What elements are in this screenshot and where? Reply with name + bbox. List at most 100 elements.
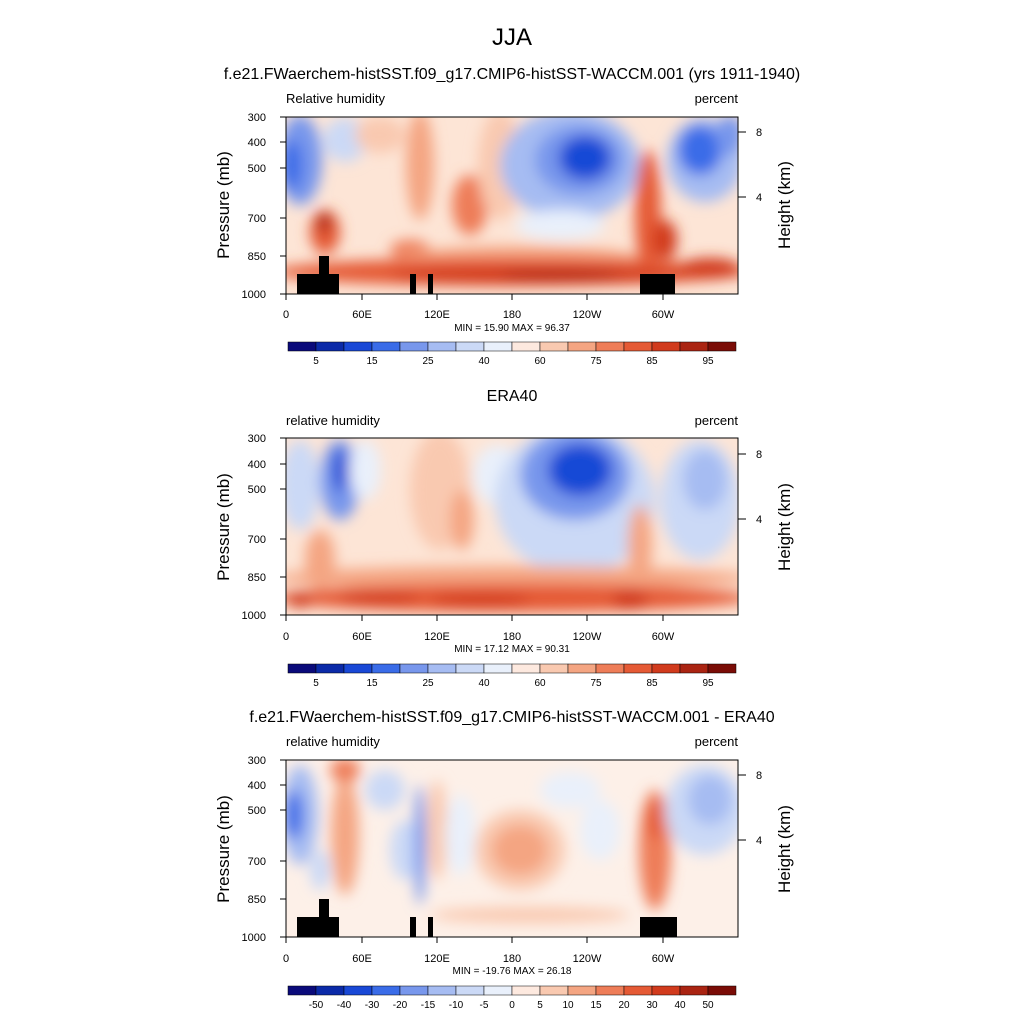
colorbar-box <box>343 663 373 674</box>
colorbar-box <box>567 341 597 352</box>
colorbar-box <box>427 663 457 674</box>
colorbar-label: 25 <box>422 678 434 689</box>
panel-2-contour-field <box>286 438 738 615</box>
panel-1-xtick-120w: 120W <box>573 309 602 321</box>
colorbar-box <box>679 985 709 996</box>
panel-1-contour-field <box>286 117 738 294</box>
colorbar-box <box>567 663 597 674</box>
panel-1-ytick-850: 850 <box>248 251 266 263</box>
figure-title: JJA <box>492 24 532 51</box>
colorbar-box <box>511 341 541 352</box>
panel-3-xtick-120e: 120E <box>424 953 450 965</box>
panel-1-xtick-180: 180 <box>503 309 521 321</box>
colorbar-label: 40 <box>674 1000 686 1011</box>
colorbar-label: 75 <box>590 356 602 367</box>
colorbar-box <box>287 663 317 674</box>
panel-1-left-axis <box>280 116 286 295</box>
colorbar-label: 20 <box>618 1000 630 1011</box>
colorbar-label: 75 <box>590 678 602 689</box>
panel-3-variable-label: relative humidity <box>286 734 380 749</box>
panel-2-bottom-axis <box>285 615 664 621</box>
colorbar-label: 95 <box>702 356 714 367</box>
panel-3-ytick-500: 500 <box>248 805 266 817</box>
panel-1-terrain-mask <box>297 256 675 294</box>
colorbar-box <box>399 985 429 996</box>
colorbar-label: 15 <box>366 678 378 689</box>
colorbar-box <box>315 341 345 352</box>
panel-2-ylabel-right: Height (km) <box>775 483 794 571</box>
panel-2-ytick-850: 850 <box>248 572 266 584</box>
panel-2-ytick-700: 700 <box>248 534 266 546</box>
panel-1-units-label: percent <box>695 91 739 106</box>
panel-2-height-tick-8: 8 <box>756 449 762 461</box>
panel-1-title: f.e21.FWaerchem-histSST.f09_g17.CMIP6-hi… <box>224 66 801 83</box>
colorbar-box <box>427 341 457 352</box>
colorbar-label: 40 <box>478 678 490 689</box>
colorbar-box <box>651 341 681 352</box>
panel-3: f.e21.FWaerchem-histSST.f09_g17.CMIP6-hi… <box>214 709 794 1011</box>
colorbar-box <box>511 985 541 996</box>
panel-3-ytick-700: 700 <box>248 856 266 868</box>
colorbar-box <box>539 663 569 674</box>
panel-3-xtick-180: 180 <box>503 953 521 965</box>
colorbar-box <box>707 341 737 352</box>
panel-3-height-tick-8: 8 <box>756 770 762 782</box>
colorbar-label: 60 <box>534 356 546 367</box>
panel-3-min-max: MIN = -19.76 MAX = 26.18 <box>453 966 572 977</box>
colorbar-label: 10 <box>562 1000 574 1011</box>
panel-2-ylabel: Pressure (mb) <box>214 473 233 581</box>
panel-1-ylabel-right: Height (km) <box>775 161 794 249</box>
colorbar-box <box>371 985 401 996</box>
panel-1-variable-label: Relative humidity <box>286 91 385 106</box>
panel-3-ytick-400: 400 <box>248 780 266 792</box>
panel-2-xtick-0: 0 <box>283 631 289 643</box>
panel-2: ERA40 relative humidity percent <box>214 388 794 689</box>
panel-1-ytick-400: 400 <box>248 137 266 149</box>
panel-2-title: ERA40 <box>487 388 538 405</box>
colorbar-box <box>623 985 653 996</box>
colorbar-box <box>343 985 373 996</box>
panel-3-xtick-60w: 60W <box>652 953 675 965</box>
panel-2-ytick-300: 300 <box>248 433 266 445</box>
colorbar-box <box>595 985 625 996</box>
colorbar-label: -30 <box>365 1000 380 1011</box>
colorbar-box <box>651 985 681 996</box>
panel-1-ytick-500: 500 <box>248 163 266 175</box>
panel-3-ylabel-right: Height (km) <box>775 805 794 893</box>
colorbar-label: -20 <box>393 1000 408 1011</box>
colorbar-box <box>315 985 345 996</box>
colorbar-box <box>595 341 625 352</box>
colorbar-label: 25 <box>422 356 434 367</box>
panel-3-ytick-850: 850 <box>248 894 266 906</box>
colorbar-box <box>679 663 709 674</box>
colorbar-label: -5 <box>480 1000 489 1011</box>
colorbar-label: 85 <box>646 678 658 689</box>
colorbar-box <box>539 985 569 996</box>
colorbar-box <box>679 341 709 352</box>
panel-1-xtick-60w: 60W <box>652 309 675 321</box>
colorbar-label: 15 <box>590 1000 602 1011</box>
colorbar-box <box>483 341 513 352</box>
panel-3-title: f.e21.FWaerchem-histSST.f09_g17.CMIP6-hi… <box>249 709 774 726</box>
colorbar-box <box>455 341 485 352</box>
colorbar-box <box>427 985 457 996</box>
colorbar-label: 0 <box>509 1000 515 1011</box>
panel-2-ytick-400: 400 <box>248 459 266 471</box>
panel-2-units-label: percent <box>695 413 739 428</box>
colorbar-box <box>511 663 541 674</box>
panel-3-units-label: percent <box>695 734 739 749</box>
colorbar-box <box>623 341 653 352</box>
panel-2-colorbar: 5 15 25 40 60 75 85 95 <box>287 663 737 689</box>
panel-1-colorbar: 5 15 25 40 60 75 85 95 <box>287 341 737 367</box>
panel-1-ylabel: Pressure (mb) <box>214 151 233 259</box>
panel-3-ylabel: Pressure (mb) <box>214 795 233 903</box>
colorbar-box <box>371 341 401 352</box>
colorbar-box <box>483 985 513 996</box>
panel-2-right-axis <box>738 453 746 520</box>
colorbar-label: -40 <box>337 1000 352 1011</box>
panel-2-xtick-180: 180 <box>503 631 521 643</box>
panel-1-ytick-700: 700 <box>248 213 266 225</box>
panel-2-height-tick-4: 4 <box>756 514 762 526</box>
panel-1-xtick-60e: 60E <box>352 309 372 321</box>
